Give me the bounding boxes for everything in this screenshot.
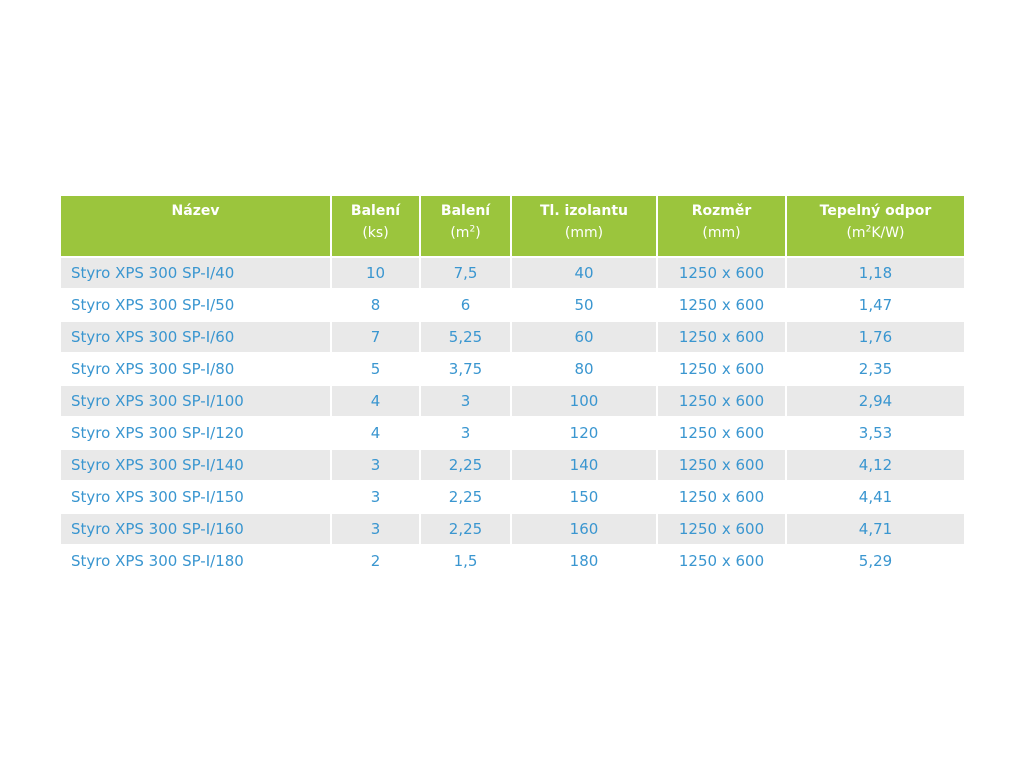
cell-baleni-ks: 4 [330, 416, 420, 449]
cell-name: Styro XPS 300 SP-I/160 [61, 512, 331, 545]
header-label: Název [171, 203, 220, 219]
cell-name: Styro XPS 300 SP-I/60 [61, 320, 331, 353]
cell-tepelny-odpor: 1,18 [785, 256, 964, 289]
product-table-container: Název Balení (ks) Balení (m2) Tl. izolan… [61, 196, 964, 576]
cell-name: Styro XPS 300 SP-I/50 [61, 288, 331, 321]
cell-tepelny-odpor: 2,35 [785, 352, 964, 385]
cell-tepelny-odpor: 1,76 [785, 320, 964, 353]
cell-tloustka: 120 [510, 416, 657, 449]
cell-name: Styro XPS 300 SP-I/140 [61, 448, 331, 481]
header-nazev: Název [61, 196, 331, 257]
cell-tloustka: 50 [510, 288, 657, 321]
product-table: Název Balení (ks) Balení (m2) Tl. izolan… [61, 196, 964, 576]
cell-baleni-ks: 7 [330, 320, 420, 353]
cell-rozmer: 1250 x 600 [656, 352, 786, 385]
cell-baleni-m2: 2,25 [419, 480, 511, 513]
header-tloustka: Tl. izolantu (mm) [510, 196, 657, 257]
header-label: Tl. izolantu [540, 203, 628, 219]
cell-tloustka: 180 [510, 544, 657, 576]
cell-baleni-m2: 3 [419, 384, 511, 417]
table-row: Styro XPS 300 SP-I/120 4 3 120 1250 x 600 3,5… [61, 416, 964, 449]
header-label: Rozměr [691, 203, 752, 219]
table-row: Styro XPS 300 SP-I/140 3 2,25 140 1250 x 600… [61, 448, 964, 481]
cell-name: Styro XPS 300 SP-I/40 [61, 256, 331, 289]
header-row: Název Balení (ks) Balení (m2) Tl. izolan… [61, 196, 964, 257]
header-unit: (m2K/W) [791, 220, 960, 242]
unit-superscript: 2 [865, 224, 872, 235]
cell-tloustka: 80 [510, 352, 657, 385]
cell-tepelny-odpor: 4,41 [785, 480, 964, 513]
cell-name: Styro XPS 300 SP-I/120 [61, 416, 331, 449]
unit-prefix: (m [450, 225, 470, 242]
header-label: Balení [350, 203, 401, 219]
table-row: Styro XPS 300 SP-I/60 7 5,25 60 1250 x 600 1,… [61, 320, 964, 353]
table-row: Styro XPS 300 SP-I/160 3 2,25 160 1250 x 600… [61, 512, 964, 545]
cell-rozmer: 1250 x 600 [656, 416, 786, 449]
cell-tepelny-odpor: 4,12 [785, 448, 964, 481]
header-baleni-m2: Balení (m2) [419, 196, 511, 257]
cell-rozmer: 1250 x 600 [656, 448, 786, 481]
cell-rozmer: 1250 x 600 [656, 384, 786, 417]
table-row: Styro XPS 300 SP-I/50 8 6 50 1250 x 600 1,47 [61, 288, 964, 321]
cell-tloustka: 150 [510, 480, 657, 513]
cell-tloustka: 100 [510, 384, 657, 417]
cell-baleni-ks: 3 [330, 480, 420, 513]
header-label: Balení [440, 203, 491, 219]
cell-rozmer: 1250 x 600 [656, 256, 786, 289]
table-row: Styro XPS 300 SP-I/150 3 2,25 150 1250 x 600… [61, 480, 964, 513]
cell-baleni-ks: 2 [330, 544, 420, 576]
unit-suffix: ) [475, 225, 481, 242]
table-header: Název Balení (ks) Balení (m2) Tl. izolan… [61, 196, 964, 257]
cell-rozmer: 1250 x 600 [656, 544, 786, 576]
cell-rozmer: 1250 x 600 [656, 320, 786, 353]
cell-tepelny-odpor: 1,47 [785, 288, 964, 321]
header-unit: (m2) [425, 220, 506, 242]
unit-superscript: 2 [469, 224, 476, 235]
cell-baleni-ks: 10 [330, 256, 420, 289]
cell-rozmer: 1250 x 600 [656, 288, 786, 321]
cell-tloustka: 60 [510, 320, 657, 353]
cell-baleni-m2: 1,5 [419, 544, 511, 576]
cell-baleni-m2: 7,5 [419, 256, 511, 289]
cell-baleni-m2: 5,25 [419, 320, 511, 353]
cell-baleni-ks: 3 [330, 448, 420, 481]
header-rozmer: Rozměr (mm) [656, 196, 786, 257]
cell-name: Styro XPS 300 SP-I/100 [61, 384, 331, 417]
table-body: Styro XPS 300 SP-I/40 10 7,5 40 1250 x 600 1,… [61, 256, 964, 576]
unit-prefix: (m [846, 225, 866, 242]
header-label: Tepelný odpor [819, 203, 932, 219]
cell-rozmer: 1250 x 600 [656, 512, 786, 545]
table-row: Styro XPS 300 SP-I/180 2 1,5 180 1250 x 600 5… [61, 544, 964, 576]
header-baleni-ks: Balení (ks) [330, 196, 420, 257]
cell-baleni-ks: 8 [330, 288, 420, 321]
cell-tloustka: 40 [510, 256, 657, 289]
table-row: Styro XPS 300 SP-I/80 5 3,75 80 1250 x 600 2,… [61, 352, 964, 385]
cell-baleni-ks: 3 [330, 512, 420, 545]
cell-rozmer: 1250 x 600 [656, 480, 786, 513]
cell-name: Styro XPS 300 SP-I/150 [61, 480, 331, 513]
header-unit: (mm) [702, 225, 741, 242]
cell-name: Styro XPS 300 SP-I/180 [61, 544, 331, 576]
cell-baleni-m2: 3,75 [419, 352, 511, 385]
cell-baleni-m2: 6 [419, 288, 511, 321]
cell-baleni-m2: 2,25 [419, 448, 511, 481]
cell-tepelny-odpor: 3,53 [785, 416, 964, 449]
header-unit: (mm) [564, 225, 604, 242]
cell-baleni-m2: 3 [419, 416, 511, 449]
header-unit: (ks) [362, 225, 389, 242]
cell-name: Styro XPS 300 SP-I/80 [61, 352, 331, 385]
cell-baleni-m2: 2,25 [419, 512, 511, 545]
cell-tloustka: 140 [510, 448, 657, 481]
cell-tloustka: 160 [510, 512, 657, 545]
cell-baleni-ks: 5 [330, 352, 420, 385]
cell-tepelny-odpor: 5,29 [785, 544, 964, 576]
cell-tepelny-odpor: 2,94 [785, 384, 964, 417]
table-row: Styro XPS 300 SP-I/100 4 3 100 1250 x 600 2,9… [61, 384, 964, 417]
table-row: Styro XPS 300 SP-I/40 10 7,5 40 1250 x 600 1,… [61, 256, 964, 289]
header-tepelny-odpor: Tepelný odpor (m2K/W) [785, 196, 964, 257]
unit-suffix: K/W) [871, 225, 905, 242]
cell-tepelny-odpor: 4,71 [785, 512, 964, 545]
cell-baleni-ks: 4 [330, 384, 420, 417]
